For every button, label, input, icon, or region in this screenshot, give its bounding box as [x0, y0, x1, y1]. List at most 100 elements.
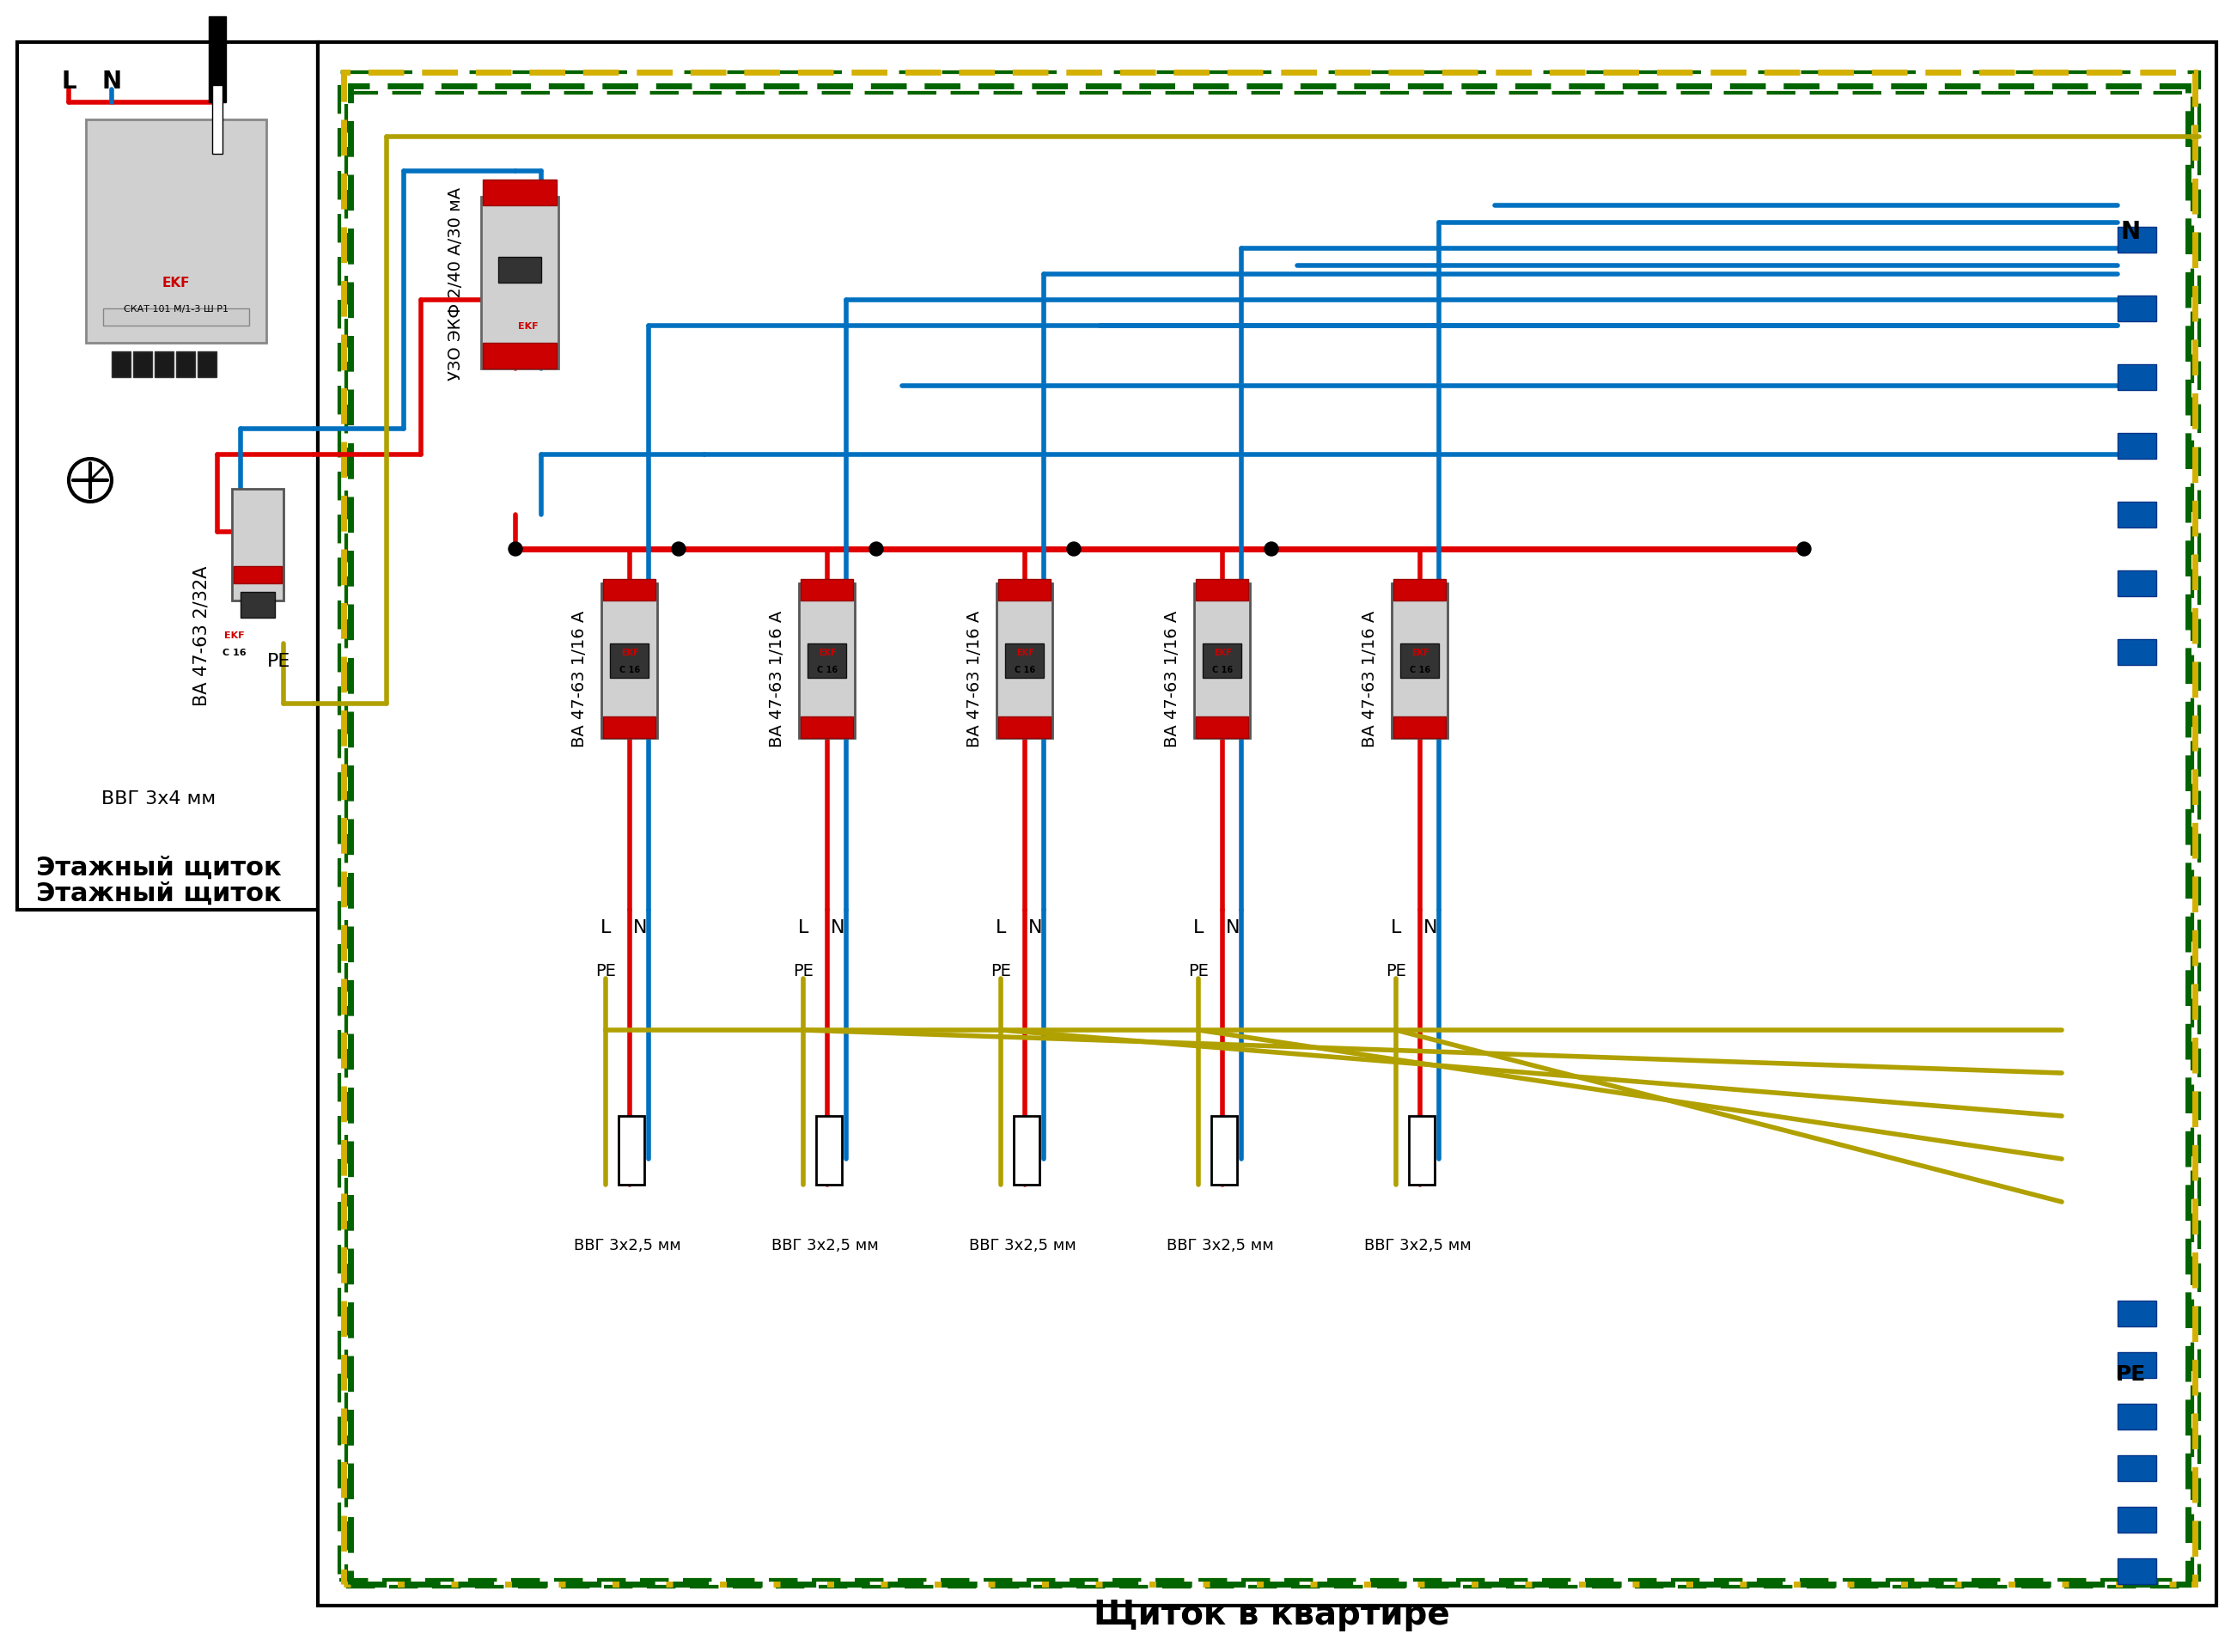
Text: ВВГ 3х2,5 мм: ВВГ 3х2,5 мм	[573, 1237, 680, 1252]
Text: ВА 47-63 1/16 А: ВА 47-63 1/16 А	[966, 610, 984, 747]
Bar	[2118, 1353, 2156, 1378]
Text: ВА 47-63 2/32А: ВА 47-63 2/32А	[192, 565, 210, 705]
Bar	[18, 43, 318, 910]
Text: L: L	[799, 919, 808, 937]
Bar	[2118, 296, 2156, 322]
Bar	[799, 583, 855, 738]
Bar	[351, 86, 2188, 1584]
Circle shape	[508, 542, 521, 557]
Bar	[1394, 580, 1445, 601]
Text: C 16: C 16	[224, 648, 246, 657]
Bar	[2118, 365, 2156, 390]
Text: EKF: EKF	[1412, 648, 1429, 657]
Circle shape	[1796, 542, 1812, 557]
Text: Щиток в квартире: Щиток в квартире	[1094, 1597, 1450, 1631]
Text: PE: PE	[268, 653, 291, 669]
Text: EKF: EKF	[1016, 648, 1033, 657]
Text: C 16: C 16	[1016, 666, 1036, 674]
Bar	[2118, 572, 2156, 596]
Bar	[808, 644, 846, 679]
Bar	[134, 352, 152, 378]
Bar	[1391, 583, 1447, 738]
Text: C 16: C 16	[817, 666, 837, 674]
Bar	[617, 1117, 644, 1184]
Text: L: L	[995, 919, 1007, 937]
Text: EKF: EKF	[1212, 648, 1230, 657]
Bar	[112, 352, 130, 378]
Bar	[611, 644, 649, 679]
Bar	[347, 94, 2192, 1586]
Text: L: L	[600, 919, 611, 937]
Bar	[1013, 1117, 1040, 1184]
Bar	[499, 258, 541, 284]
Bar	[1197, 580, 1248, 601]
Text: N: N	[101, 69, 121, 94]
Bar	[213, 86, 221, 155]
Text: C 16: C 16	[1409, 666, 1429, 674]
Bar	[177, 352, 195, 378]
Bar	[801, 580, 852, 601]
Text: L: L	[1192, 919, 1204, 937]
Text: L: L	[1391, 919, 1400, 937]
Bar	[1004, 644, 1045, 679]
Bar	[1197, 717, 1248, 738]
Text: ВВГ 3х2,5 мм: ВВГ 3х2,5 мм	[1365, 1237, 1472, 1252]
Bar	[995, 583, 1051, 738]
Text: PE: PE	[991, 961, 1011, 978]
Bar	[2118, 1507, 2156, 1533]
Text: EKF: EKF	[519, 322, 539, 330]
Bar	[1195, 583, 1250, 738]
Text: N: N	[2121, 220, 2141, 244]
Bar	[2118, 639, 2156, 666]
Bar	[242, 593, 275, 618]
Text: УЗО ЭКФ 2/40 А/30 мА: УЗО ЭКФ 2/40 А/30 мА	[447, 187, 463, 380]
Bar	[197, 352, 217, 378]
Circle shape	[1264, 542, 1277, 557]
Bar	[85, 121, 266, 344]
Text: N: N	[1226, 919, 1239, 937]
Bar	[2118, 1300, 2156, 1327]
Bar	[340, 73, 2199, 1579]
Text: ВА 47-63 1/16 А: ВА 47-63 1/16 А	[573, 610, 588, 747]
Bar	[998, 717, 1051, 738]
Bar	[1400, 644, 1438, 679]
Bar	[1210, 1117, 1237, 1184]
Text: EKF: EKF	[819, 648, 837, 657]
Bar	[1204, 644, 1242, 679]
Circle shape	[1067, 542, 1080, 557]
Bar	[2118, 1455, 2156, 1482]
Bar	[2118, 228, 2156, 253]
Bar	[208, 17, 226, 102]
Text: N: N	[1029, 919, 1042, 937]
Text: ВА 47-63 1/16 А: ВА 47-63 1/16 А	[1362, 610, 1378, 747]
Text: ВА 47-63 1/16 А: ВА 47-63 1/16 А	[770, 610, 785, 747]
Text: EKF: EKF	[161, 278, 190, 289]
Bar	[2118, 1558, 2156, 1584]
Text: СКАТ 101 М/1-3 Ш Р1: СКАТ 101 М/1-3 Ш Р1	[123, 306, 228, 314]
Bar	[998, 580, 1051, 601]
Text: PE: PE	[2116, 1363, 2145, 1384]
Text: ВВГ 3х2,5 мм: ВВГ 3х2,5 мм	[772, 1237, 879, 1252]
Bar	[233, 489, 284, 601]
Bar	[103, 309, 248, 327]
Bar	[344, 73, 2194, 1584]
Bar	[604, 580, 655, 601]
Text: ВА 47-63 1/16 А: ВА 47-63 1/16 А	[1165, 610, 1181, 747]
Bar	[481, 198, 559, 368]
Text: ВВГ 3х2,5 мм: ВВГ 3х2,5 мм	[1165, 1237, 1273, 1252]
Bar	[2118, 502, 2156, 529]
Bar	[233, 567, 282, 583]
Bar	[483, 344, 557, 368]
Circle shape	[870, 542, 884, 557]
Text: EKF: EKF	[622, 648, 638, 657]
Bar	[817, 1117, 841, 1184]
Bar	[340, 73, 2199, 1579]
Text: N: N	[1423, 919, 1438, 937]
Text: PE: PE	[1188, 961, 1208, 978]
Bar	[318, 43, 2217, 1606]
Bar	[604, 717, 655, 738]
Text: N: N	[830, 919, 846, 937]
Bar	[602, 583, 658, 738]
Bar	[483, 180, 557, 206]
Text: PE: PE	[595, 961, 615, 978]
